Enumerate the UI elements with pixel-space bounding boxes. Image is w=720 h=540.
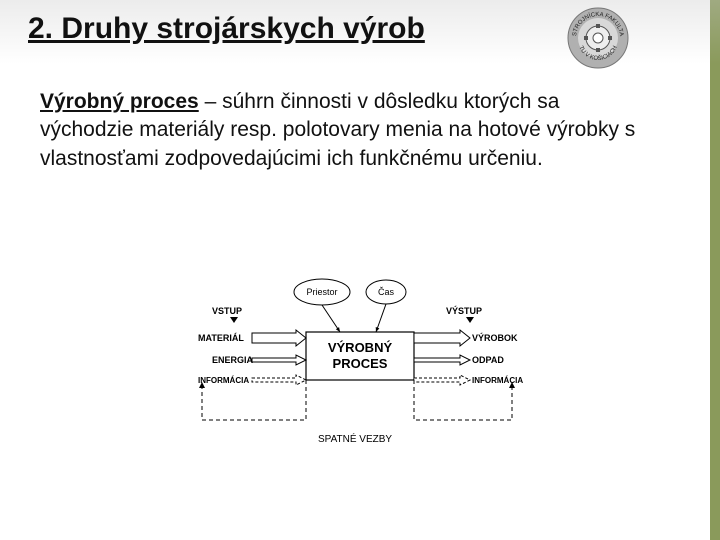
svg-text:VÝSTUP: VÝSTUP [446,305,482,316]
faculty-logo: STROJNÍCKA FAKULTA TU V KOŠICIACH [566,6,630,75]
svg-text:PROCES: PROCES [333,356,388,371]
svg-text:INFORMÁCIA: INFORMÁCIA [198,376,249,385]
svg-text:SPATNÉ VEZBY: SPATNÉ VEZBY [318,432,392,445]
svg-text:ENERGIA: ENERGIA [212,355,254,365]
svg-text:VÝROBOK: VÝROBOK [472,332,518,343]
body-lead: Výrobný proces [40,90,199,113]
svg-text:MATERIÁL: MATERIÁL [198,333,244,343]
slide-title: 2. Druhy strojárskych výrob [28,12,425,46]
svg-text:INFORMÁCIA: INFORMÁCIA [472,376,523,385]
svg-text:ODPAD: ODPAD [472,355,504,365]
svg-text:Priestor: Priestor [306,287,337,297]
body-paragraph: Výrobný proces – súhrn činnosti v dôsled… [40,88,650,173]
side-accent [710,0,720,540]
svg-text:VÝROBNÝ: VÝROBNÝ [328,340,393,355]
svg-text:VSTUP: VSTUP [212,306,242,316]
svg-text:Čas: Čas [378,287,395,297]
process-diagram: VÝROBNÝPROCES Priestor Čas VSTUP VÝSTUP MATER… [150,270,570,480]
